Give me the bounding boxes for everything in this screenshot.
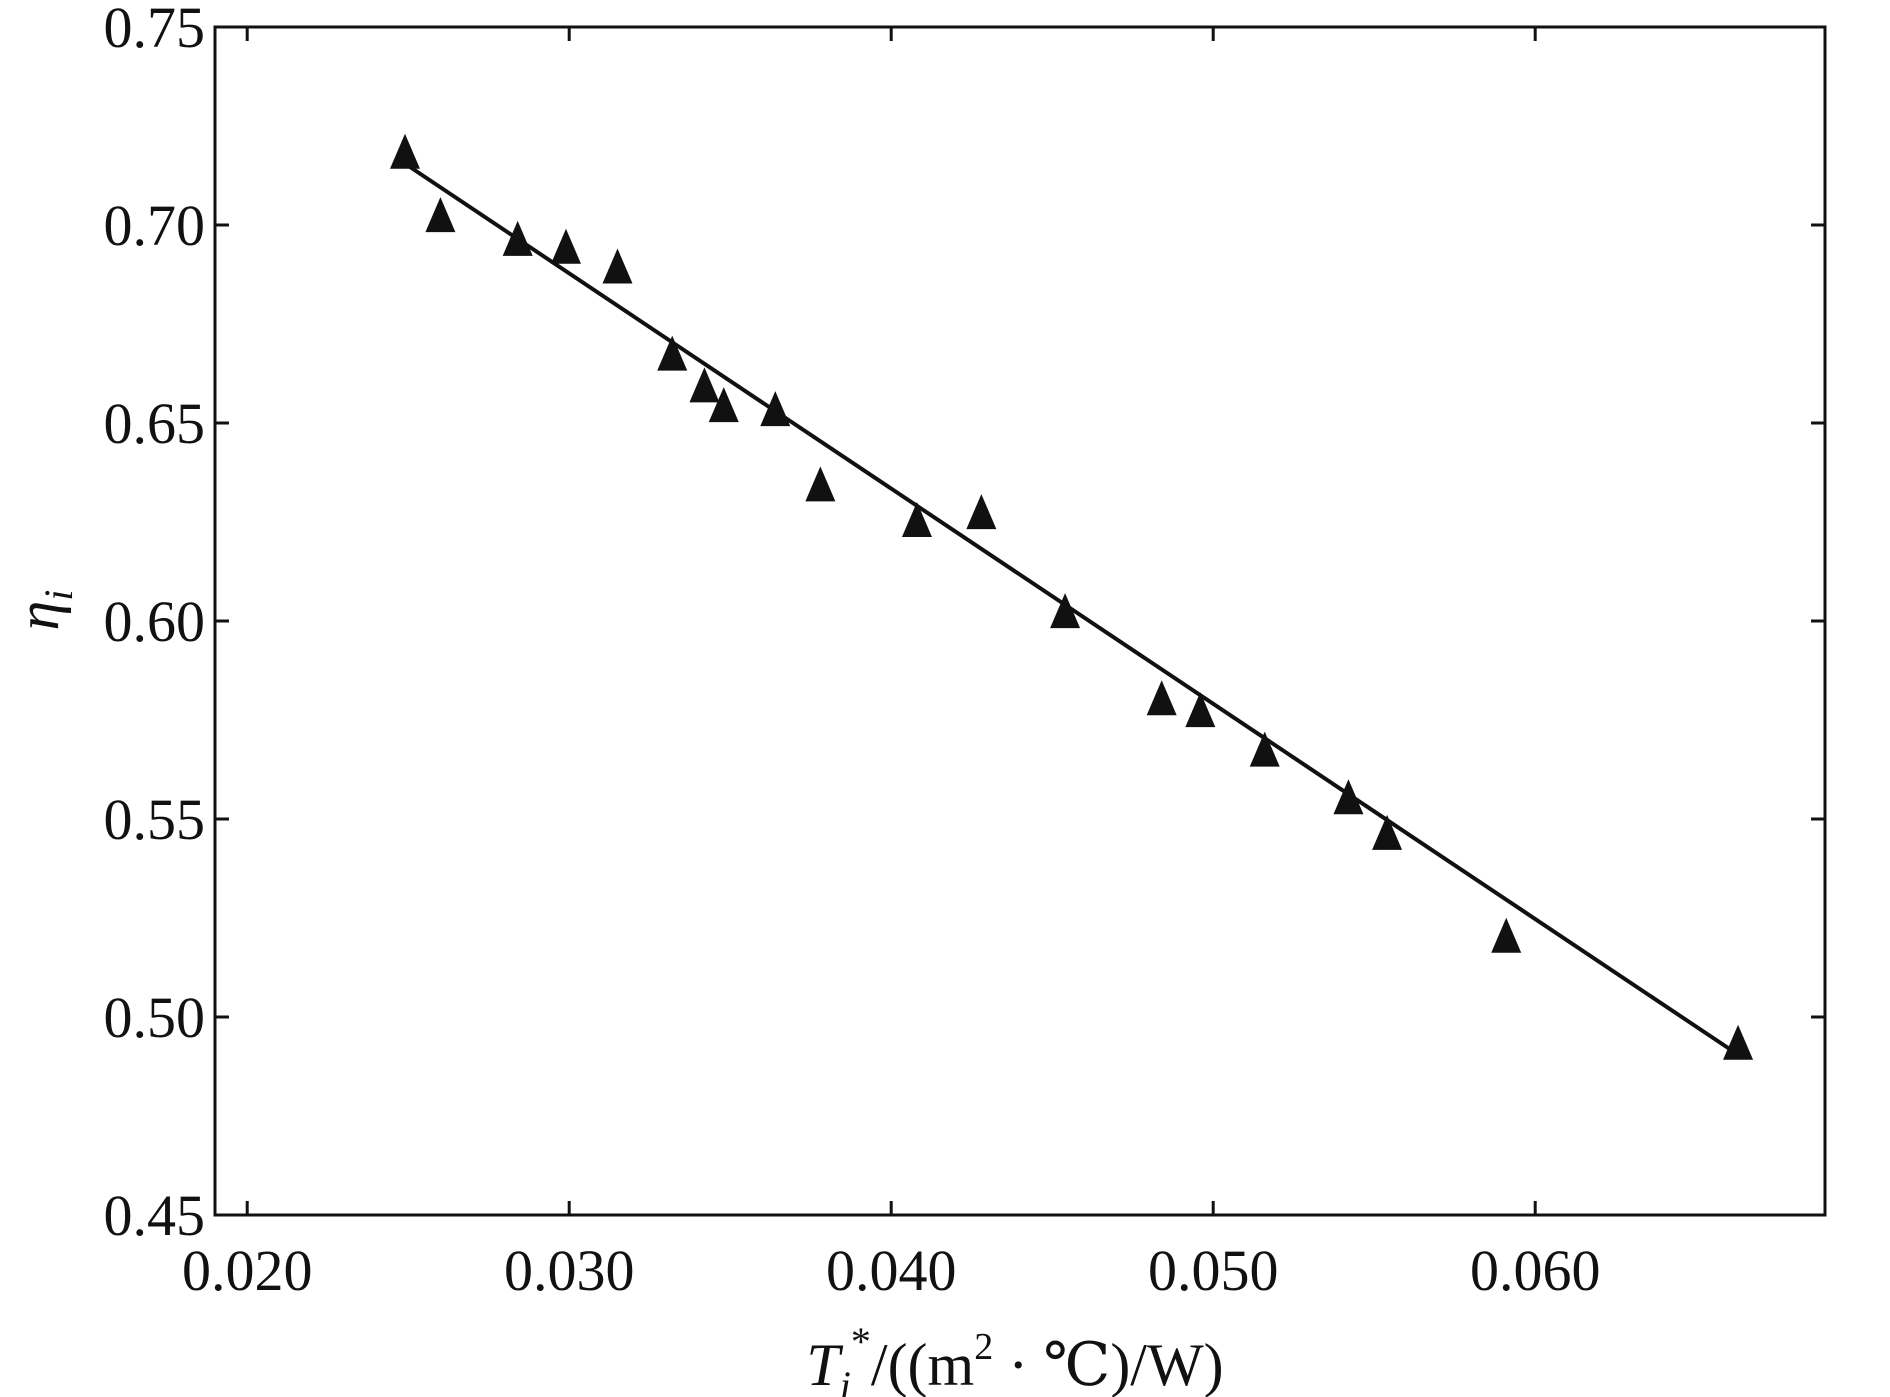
y-tick-label: 0.45 <box>104 1183 206 1248</box>
data-point <box>1146 680 1177 716</box>
x-axis: 0.020 0.030 0.040 0.050 0.060 <box>182 27 1601 1303</box>
x-tick-label: 0.020 <box>182 1238 313 1303</box>
data-point <box>1050 593 1081 629</box>
points-layer <box>389 133 1754 1060</box>
data-point <box>389 133 420 169</box>
y-tick-label: 0.55 <box>104 787 206 852</box>
x-tick-label: 0.040 <box>826 1238 957 1303</box>
data-point <box>708 387 739 423</box>
data-point <box>1372 814 1403 850</box>
data-point <box>760 391 791 427</box>
plot-frame <box>213 25 1827 1217</box>
data-point <box>1185 692 1216 728</box>
x-tick-label: 0.030 <box>504 1238 635 1303</box>
data-point <box>901 502 932 537</box>
y-tick-label: 0.70 <box>104 193 206 258</box>
x-axis-label: Ti*/((m2 · ℃)/W) <box>806 1319 1223 1397</box>
y-tick-label: 0.65 <box>104 391 206 456</box>
y-axis-label: ηi <box>5 590 81 631</box>
y-axis: 0.45 0.50 0.55 0.60 0.65 0.70 0.75 <box>104 0 1825 1248</box>
data-point <box>657 335 688 371</box>
y-tick-label: 0.60 <box>104 589 206 654</box>
data-point <box>1491 917 1522 953</box>
data-point <box>689 367 720 403</box>
data-point <box>550 228 581 264</box>
plot-border <box>213 25 1827 1217</box>
x-tick-label: 0.050 <box>1148 1238 1279 1303</box>
y-tick-label: 0.50 <box>104 985 206 1050</box>
data-point <box>602 248 633 284</box>
data-point <box>502 220 533 256</box>
data-point <box>966 494 997 530</box>
data-point <box>1723 1024 1754 1060</box>
x-tick-label: 0.060 <box>1470 1238 1601 1303</box>
y-tick-label: 0.75 <box>104 0 206 60</box>
data-point <box>1249 731 1280 767</box>
data-point <box>805 466 836 502</box>
data-point <box>425 197 456 233</box>
data-point <box>1333 779 1364 815</box>
